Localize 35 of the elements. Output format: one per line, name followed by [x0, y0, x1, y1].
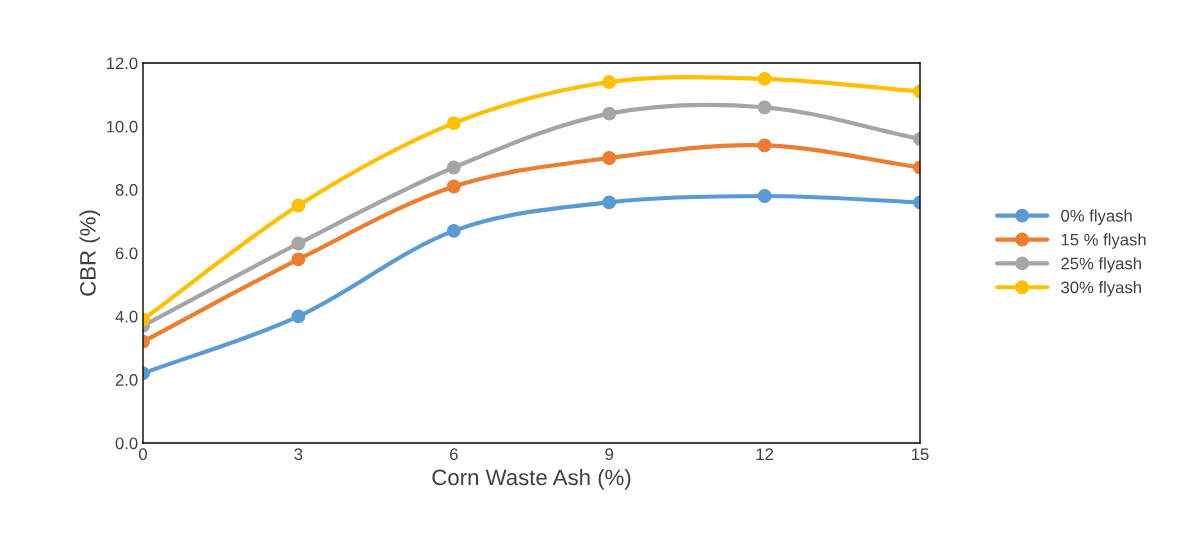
point	[602, 195, 617, 210]
point	[446, 223, 461, 238]
y-tick-label: 8.0	[115, 184, 138, 196]
y-tick-label: 0.0	[115, 437, 138, 450]
point	[602, 75, 617, 89]
x-tick-label: 0	[139, 448, 147, 461]
x-tick-label: 9	[605, 448, 614, 461]
y-tick-label: 6.0	[115, 247, 138, 260]
point	[291, 198, 306, 213]
point	[757, 100, 772, 115]
x-tick-label: 6	[450, 448, 458, 461]
point	[757, 138, 772, 153]
legend-label: 0% flyash	[1061, 209, 1132, 225]
x-tick-label: 15	[912, 448, 929, 461]
point	[291, 236, 306, 251]
point	[446, 116, 461, 131]
point	[291, 309, 306, 324]
point	[602, 151, 617, 165]
x-tick-label: 3	[294, 448, 303, 461]
point	[291, 252, 306, 267]
y-tick-label: 10.0	[106, 120, 138, 133]
y-tick-label: 2.0	[115, 374, 138, 386]
y-tick-label: 4.0	[115, 310, 138, 323]
y-axis-title: CBR (%)	[79, 210, 101, 296]
x-axis-title: Corn Waste Ash (%)	[432, 468, 631, 490]
point	[446, 160, 461, 175]
point	[602, 106, 617, 121]
point	[757, 189, 772, 203]
point	[446, 179, 461, 194]
legend-label: 25% flyash	[1061, 257, 1141, 273]
x-tick-label: 12	[756, 448, 774, 460]
point	[757, 71, 772, 86]
y-tick-label: 12.0	[106, 57, 138, 70]
legend-label: 15 % flyash	[1061, 233, 1146, 249]
legend-label: 30% flyash	[1061, 281, 1141, 297]
